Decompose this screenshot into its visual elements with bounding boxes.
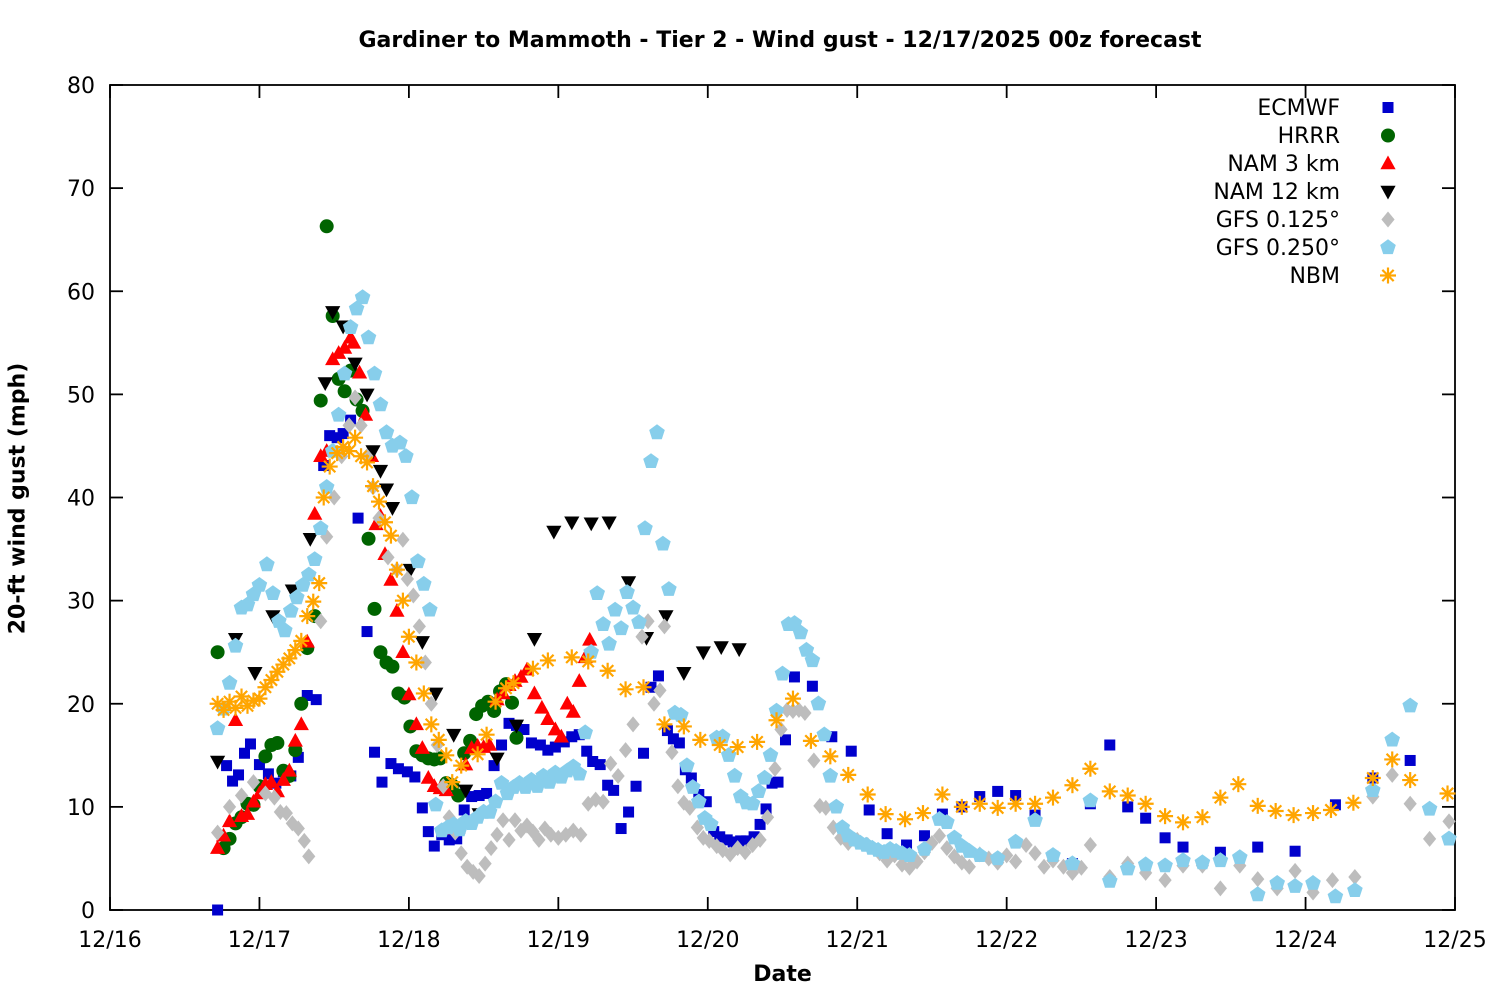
x-tick-label: 12/21 (826, 928, 889, 953)
x-axis-label: Date (753, 962, 812, 987)
x-tick-label: 12/22 (975, 928, 1038, 953)
legend-label: NBM (1289, 264, 1340, 289)
y-axis-label: 20-ft wind gust (mph) (5, 362, 31, 635)
y-tick-label: 60 (67, 280, 95, 305)
x-tick-label: 12/16 (78, 928, 141, 953)
y-tick-label: 80 (67, 74, 95, 99)
legend-item-gfs-0-125-: GFS 0.125° (1216, 208, 1395, 233)
y-tick-label: 50 (67, 383, 95, 408)
legend-item-nbm: NBM (1289, 264, 1396, 289)
x-tick-label: 12/24 (1274, 928, 1337, 953)
x-tick-label: 12/17 (228, 928, 291, 953)
y-tick-label: 20 (67, 693, 95, 718)
x-tick-label: 12/23 (1124, 928, 1187, 953)
x-axis: 12/16 12/17 12/18 12/19 12/20 12/21 12/22 12/23… (78, 85, 1487, 953)
legend-label: NAM 3 km (1227, 152, 1340, 177)
legend-label: GFS 0.125° (1216, 208, 1340, 233)
legend-label: ECMWF (1257, 96, 1340, 121)
legend-label: GFS 0.250° (1216, 236, 1340, 261)
legend-item-gfs-0-250-: GFS 0.250° (1216, 236, 1396, 261)
y-tick-label: 30 (67, 590, 95, 615)
series-ecmwf (212, 414, 1416, 916)
legend-label: NAM 12 km (1213, 180, 1340, 205)
x-tick-label: 12/18 (377, 928, 440, 953)
y-axis: 0 10 20 30 40 50 60 70 80 (67, 74, 1455, 924)
legend-item-nam-3-km: NAM 3 km (1227, 152, 1396, 177)
legend-item-nam-12-km: NAM 12 km (1213, 180, 1396, 205)
legend-label: HRRR (1278, 124, 1340, 149)
legend-item-hrrr: HRRR (1278, 124, 1395, 149)
y-tick-label: 10 (67, 796, 95, 821)
x-tick-label: 12/25 (1423, 928, 1486, 953)
y-tick-label: 70 (67, 177, 95, 202)
x-tick-label: 12/20 (676, 928, 739, 953)
series-nbm (209, 429, 1456, 831)
x-tick-label: 12/19 (527, 928, 590, 953)
chart-title: Gardiner to Mammoth - Tier 2 - Wind gust… (358, 28, 1202, 53)
y-tick-label: 40 (67, 487, 95, 512)
series-gfs-0-250- (209, 289, 1457, 904)
legend: ECMWF HRRR NAM 3 km NAM 12 km GFS 0.125° GFS … (1213, 96, 1396, 289)
series-gfs-0-125- (211, 389, 1456, 901)
y-tick-label: 0 (81, 899, 95, 924)
legend-item-ecmwf: ECMWF (1257, 96, 1394, 121)
